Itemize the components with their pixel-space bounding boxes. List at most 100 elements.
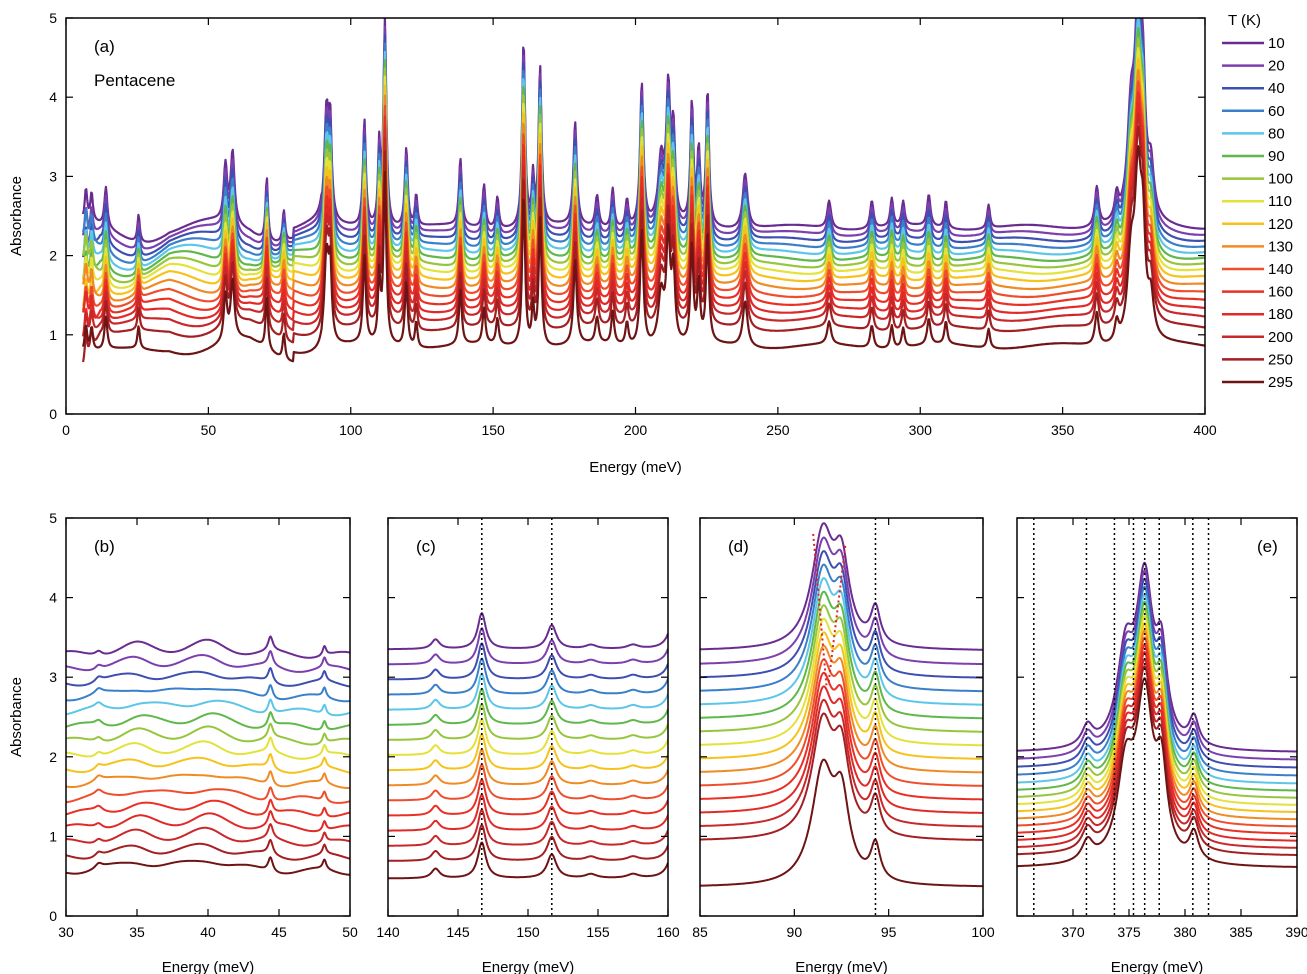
series-line-90K (1017, 600, 1297, 792)
legend-label: 250 (1268, 351, 1293, 368)
legend-entry-100: 100 (1222, 171, 1293, 188)
series-line-10K (700, 522, 983, 651)
legend-entry-80: 80 (1222, 125, 1285, 142)
x-tick-label: 85 (692, 924, 708, 940)
series-line-140K (700, 658, 983, 787)
x-tick-label: 400 (1193, 422, 1217, 438)
y-tick-label: 0 (49, 406, 57, 422)
series-line-100K (1017, 608, 1297, 799)
legend-label: 110 (1268, 193, 1292, 210)
legend-entries: 10 20 40 60 80 90 100 110 120 130 140 160 180 200 250 2… (1222, 35, 1293, 391)
series-line-250K (66, 838, 350, 861)
legend-label: 120 (1268, 216, 1293, 233)
x-tick-label: 100 (971, 924, 995, 940)
series-line-90K (700, 590, 983, 720)
legend-entry-10: 10 (1222, 35, 1285, 52)
series-line-250K (700, 712, 983, 841)
series-line-130K (388, 748, 668, 787)
y-tick-label: 4 (49, 89, 57, 105)
legend-label: 40 (1268, 80, 1285, 97)
legend: T (K) 10 20 40 60 80 90 100 110 120 130 140 160 180 2… (1222, 12, 1293, 391)
x-tick-label: 30 (58, 924, 74, 940)
x-tick-label: 95 (881, 924, 897, 940)
y-tick-label: 5 (49, 10, 57, 26)
plot-area (66, 635, 350, 876)
series-line-140K (1017, 636, 1297, 828)
series-line-20K (700, 536, 983, 666)
series-line-120K (1017, 622, 1297, 813)
legend-label: 295 (1268, 374, 1293, 391)
series-line-180K (388, 793, 668, 832)
series-line-40K (700, 550, 983, 679)
series-line-130K (1017, 629, 1297, 821)
x-tick-label: 50 (201, 422, 217, 438)
series-line-295K (700, 758, 983, 888)
x-tick-label: 140 (376, 924, 400, 940)
series-line-130K (66, 770, 350, 790)
legend-entry-20: 20 (1222, 58, 1285, 75)
plot-frame (1016, 517, 1298, 917)
series-line-40K (66, 667, 350, 688)
series-line-200K (66, 823, 350, 847)
plot-frame (65, 517, 351, 917)
series-line-295K (388, 841, 668, 880)
plot-area (1017, 518, 1297, 916)
x-tick-label: 350 (1051, 422, 1075, 438)
panel-c: 140 145 150 155 160 Energy (meV) (c) (376, 517, 680, 974)
series-line-130K (700, 644, 983, 774)
series-line-40K (1017, 577, 1297, 769)
series-line-160K (1017, 643, 1297, 835)
x-tick-label: 0 (62, 422, 70, 438)
series-line-80K (66, 698, 350, 717)
panel-label: (c) (416, 537, 436, 556)
x-tick-label: 370 (1061, 924, 1085, 940)
series-line-200K (388, 808, 668, 847)
x-tick-label: 385 (1229, 924, 1253, 940)
plot-area (700, 518, 983, 916)
x-axis-title: Energy (meV) (795, 959, 888, 974)
series-line-10K (1017, 561, 1297, 753)
x-axis-title: Energy (meV) (1111, 959, 1204, 974)
series-line-250K (388, 824, 668, 862)
series-line-100K (66, 722, 350, 746)
series-line-100K (388, 703, 668, 741)
legend-entry-110: 110 (1222, 193, 1292, 210)
panel-a: 0 50 100 150 200 250 300 350 400 0 1 2 3 4 5 Energy (me… (8, 10, 1217, 476)
x-tick-label: 40 (200, 924, 216, 940)
x-tick-label: 100 (339, 422, 363, 438)
y-tick-label: 1 (49, 828, 57, 844)
series-line-90K (388, 687, 668, 726)
series-line-100K (700, 604, 983, 733)
series-line-250K (1017, 665, 1297, 856)
series-line-110K (66, 736, 350, 760)
x-tick-label: 45 (271, 924, 287, 940)
series-line-120K (388, 733, 668, 772)
series-line-110K (700, 617, 983, 747)
legend-label: 200 (1268, 329, 1293, 346)
series-line-120K (700, 631, 983, 760)
series-line-20K (388, 627, 668, 666)
x-tick-label: 50 (342, 924, 358, 940)
plot-area (388, 518, 668, 916)
series-line-60K (66, 684, 350, 703)
x-tick-label: 390 (1285, 924, 1307, 940)
series-line-80K (388, 672, 668, 711)
series-line-140K (388, 763, 668, 802)
panel-d: 85 90 95 100 Energy (meV) (d) (692, 517, 995, 974)
legend-entry-180: 180 (1222, 306, 1293, 323)
series-line-180K (700, 685, 983, 814)
series-line-80K (700, 577, 983, 706)
series-line-20K (66, 650, 350, 673)
legend-entry-130: 130 (1222, 238, 1293, 255)
series-line-40K (388, 642, 668, 681)
legend-label: 160 (1268, 284, 1293, 301)
red-dotted-trend-left (812, 533, 828, 686)
series-line-60K (1017, 585, 1297, 777)
x-tick-label: 150 (481, 422, 505, 438)
series-line-140K (66, 786, 350, 804)
series-line-160K (388, 778, 668, 817)
series-line-160K (700, 671, 983, 801)
x-tick-label: 90 (787, 924, 803, 940)
series-line-110K (1017, 615, 1297, 806)
